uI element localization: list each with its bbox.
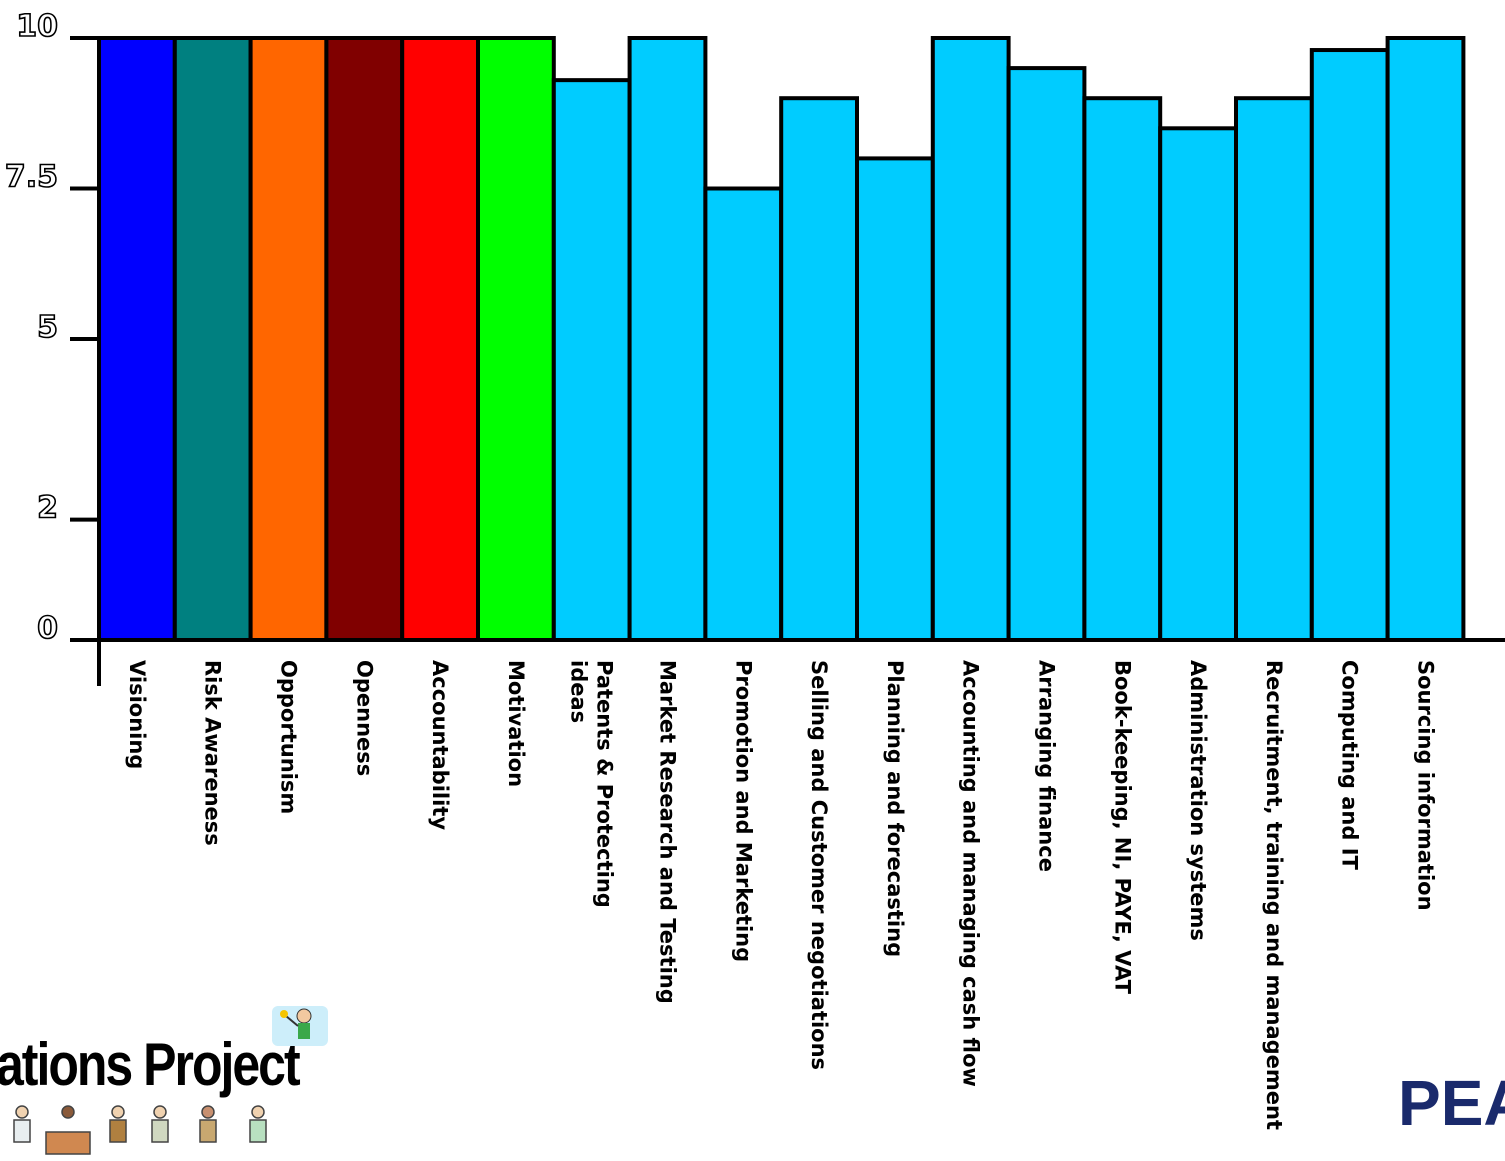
brand-logo-text: PEA	[1398, 1067, 1505, 1139]
bar	[1309, 48, 1390, 643]
bars	[97, 36, 1466, 643]
x-category-label: Administration systems	[1186, 660, 1210, 941]
bar	[855, 156, 935, 642]
x-category-label: Selling and Customer negotiations	[807, 660, 831, 1070]
x-category-label: Patents & Protectingideas	[567, 660, 617, 908]
x-category-label: Planning and forecasting	[883, 660, 907, 957]
bar	[1385, 36, 1466, 642]
y-tick-label: 7.5	[5, 160, 58, 195]
x-category-label: Visioning	[125, 660, 149, 769]
bar	[248, 36, 329, 642]
bar	[172, 36, 253, 642]
y-tick-label: 5	[37, 310, 58, 345]
y-tick-label: 10	[16, 9, 58, 44]
bar	[1158, 126, 1238, 643]
bar	[930, 36, 1011, 642]
y-axis-ticks: 10 7.5 5 2 0	[4, 8, 99, 647]
cartoon-mascot-icon	[272, 1006, 328, 1046]
people-figures-icon	[13, 1105, 267, 1155]
bar	[551, 78, 632, 642]
x-category-label: Computing and IT	[1338, 660, 1362, 871]
x-category-label: Accounting and managing cash flow	[959, 660, 983, 1087]
x-category-label: Sourcing information	[1414, 660, 1438, 911]
x-category-label: Risk Awareness	[201, 660, 225, 846]
y-tick-label: 2	[37, 491, 58, 526]
x-category-label: Motivation	[504, 660, 528, 787]
x-category-label: Opportunism	[277, 660, 301, 814]
x-category-label: Accountability	[428, 660, 452, 830]
x-category-label: Promotion and Marketing	[731, 660, 755, 962]
axes	[70, 638, 1505, 686]
x-category-label: Recruitment, training and management	[1262, 660, 1286, 1130]
bar	[1234, 96, 1314, 642]
x-category-label: Arranging finance	[1035, 660, 1059, 872]
bar	[1082, 96, 1163, 642]
y-tick-label: 0	[37, 611, 58, 646]
bar	[324, 36, 405, 642]
bar	[779, 96, 860, 642]
bar	[703, 186, 784, 642]
bar	[97, 36, 177, 642]
bar	[627, 36, 708, 642]
x-axis-category-labels: Visioning Risk Awareness Opportunism Openne…	[125, 660, 1438, 1130]
x-category-label: Market Research and Testing	[656, 660, 680, 1004]
bar	[400, 36, 481, 642]
x-category-label: Openness	[352, 660, 376, 776]
bar	[1006, 66, 1087, 643]
project-title: ations Project	[0, 1031, 301, 1099]
bar	[476, 36, 556, 642]
x-category-label: Book-keeping, NI, PAYE, VAT	[1110, 660, 1134, 995]
